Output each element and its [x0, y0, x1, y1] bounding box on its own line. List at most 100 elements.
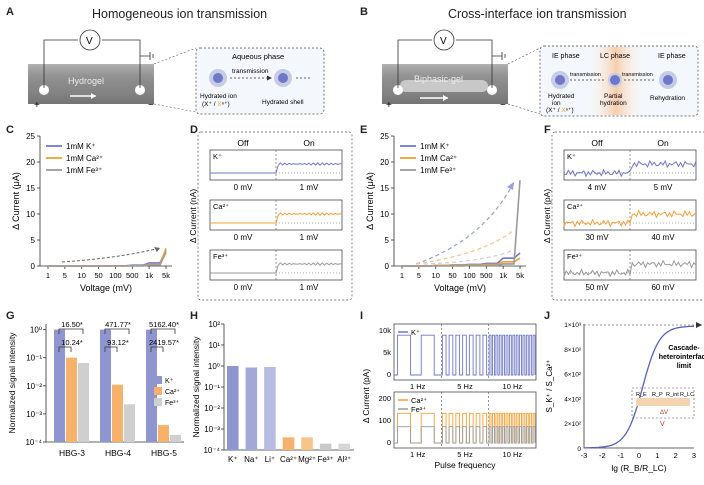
circuit-channel: [636, 398, 690, 406]
x-tick-label: Mg²⁺: [298, 455, 316, 464]
limit-annotation: limit: [677, 363, 692, 370]
panel-f-traces: Off On Δ Current (pA) K⁺ 4 mV 5 mV Ca²⁺ 30 mV 40…: [544, 131, 704, 301]
x-tick-label: 10: [78, 271, 86, 280]
panel-letter-h: H: [190, 310, 198, 322]
legend-label: 1mM Ca²⁺: [66, 154, 103, 163]
trace-frame: [551, 131, 704, 301]
trace-line: [563, 209, 697, 228]
axes: [39, 136, 172, 267]
trace-frame: [197, 131, 353, 301]
y-tick-label: 5: [31, 236, 36, 245]
x-tick-label: -2: [599, 451, 606, 460]
ion-label: Fe³⁺: [213, 252, 228, 261]
ion-formula-a: (X⁺ / Xⁿ⁺): [202, 101, 230, 108]
ion-core-icon-b2: [610, 75, 620, 85]
legend-label: Fe³⁺: [411, 405, 426, 414]
legend-swatch: [154, 398, 162, 406]
bar: [78, 362, 89, 442]
freq-label: 10 Hz: [503, 382, 523, 391]
rehydration-label: Rehydration: [650, 95, 685, 102]
ground-icon: [140, 52, 154, 60]
bar: [124, 404, 135, 442]
plus-sign: +: [34, 100, 40, 111]
series-line-2: [402, 180, 521, 267]
panel-a-title: Homogeneous ion transmission: [92, 7, 268, 21]
y-tick-label: 0: [577, 446, 581, 453]
panel-i-pulses: Δ Current (pA) 10k 5k 0 K⁺ 200 100 0 Ca²⁺Fe³⁺ 1 H…: [361, 323, 537, 470]
off-label: Off: [237, 138, 249, 148]
bar: [264, 366, 276, 450]
off-voltage: 4 mV: [588, 183, 607, 192]
y-tick-label: 10: [26, 210, 35, 219]
sig-annotation: 16.50*: [61, 320, 83, 329]
x-tick-label: Ca²⁺: [280, 455, 297, 464]
x-tick-label: Li⁺: [265, 455, 275, 464]
chart-g: 10⁰ 10⁻¹ 10⁻² 10⁻³ 10⁻⁴ Normalized signal int…: [7, 320, 184, 458]
y-tick-label: 1×10³: [564, 322, 582, 329]
sig-annotation: 10.24*: [61, 338, 83, 347]
delta-v-label: ΔV: [660, 410, 668, 416]
panel-a-hydrogel-diagram: Hydrogel V + − Aqueous phase transmissio…: [28, 29, 325, 115]
x-tick-label: Fe³⁺: [318, 455, 334, 464]
off-voltage: 50 mV: [585, 283, 609, 292]
legend-label: 1mM Fe³⁺: [66, 166, 102, 175]
y-tick-label: 10⁰: [208, 362, 220, 371]
x-tick-label: K⁺: [228, 455, 238, 464]
pulse-trace-fe: [394, 426, 536, 444]
y-tick-label: 10k: [379, 326, 391, 335]
y-tick-label: 0: [387, 370, 391, 379]
ion-formula-b: (X⁺ / Xⁿ⁺): [546, 107, 574, 114]
pulse-box: [393, 323, 537, 381]
panel-letter-j: J: [544, 310, 551, 322]
electrode-right-b: [487, 85, 497, 95]
x-tick-label: -3: [581, 451, 588, 460]
panel-letter-c: C: [6, 124, 14, 136]
x-tick-label: -1: [617, 451, 624, 460]
panel-letter-g: G: [6, 310, 15, 322]
y-tick-label: 10⁻²: [204, 404, 220, 413]
transmission-label-b2: transmission: [622, 72, 653, 78]
x-axis-label: Voltage (mV): [80, 283, 132, 293]
x-tick-label: 5: [63, 271, 67, 280]
x-tick-label: HBG-3: [59, 448, 85, 458]
x-tick-label: 500: [126, 271, 139, 280]
ion-core-icon-b: [555, 75, 565, 85]
hydration-label: hydration: [600, 100, 627, 107]
electrode-left-b: [393, 85, 403, 95]
trace-line: [210, 212, 342, 224]
bar: [338, 443, 350, 450]
ion-flow-arrow-head: [91, 93, 96, 99]
x-tick-label: 1k: [499, 271, 507, 280]
ion-label: K⁺: [567, 152, 576, 161]
legend-label: 1mM Ca²⁺: [420, 154, 457, 163]
transmission-arrow-head: [267, 75, 272, 81]
y-tick-label: 25: [380, 132, 389, 141]
trend-arrow: [61, 247, 161, 263]
legend-label: 1mM Fe³⁺: [420, 166, 456, 175]
x-tick-label: 50: [94, 271, 102, 280]
hydrogel-label: Hydrogel: [68, 76, 104, 86]
y-axis-label: Δ Current (μA): [11, 172, 21, 230]
sig-bracket-outer: [58, 328, 84, 334]
bar: [146, 329, 157, 442]
x-tick-label: Al³⁺: [337, 455, 351, 464]
on-voltage: 1 mV: [300, 183, 319, 192]
on-label: On: [657, 138, 669, 148]
bar: [170, 434, 181, 442]
freq-label: 5 Hz: [457, 450, 473, 459]
y-tick-label: 0: [387, 438, 391, 447]
x-axis-label: Voltage (mV): [434, 283, 486, 293]
y-axis-label: S_K⁺ / S_Ca²⁺: [545, 360, 554, 413]
panel-letter-b: B: [360, 6, 368, 18]
y-tick-label: 20: [380, 158, 389, 167]
sig-bracket-outer: [104, 328, 130, 334]
hydrated-ion-label: Hydrated ion: [200, 93, 237, 100]
on-voltage: 60 mV: [651, 283, 675, 292]
voltmeter-label-b: V: [440, 36, 447, 47]
lc-phase-label: LC phase: [600, 53, 630, 60]
ion-core-icon-b3: [663, 75, 673, 85]
sig-annotation: 93.12*: [107, 338, 129, 347]
sig-bracket-inner: [104, 346, 118, 352]
